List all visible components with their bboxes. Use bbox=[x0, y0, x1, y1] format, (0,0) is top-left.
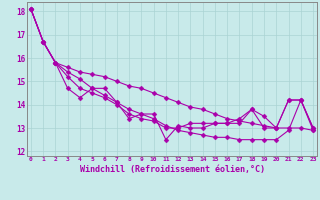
X-axis label: Windchill (Refroidissement éolien,°C): Windchill (Refroidissement éolien,°C) bbox=[79, 165, 265, 174]
